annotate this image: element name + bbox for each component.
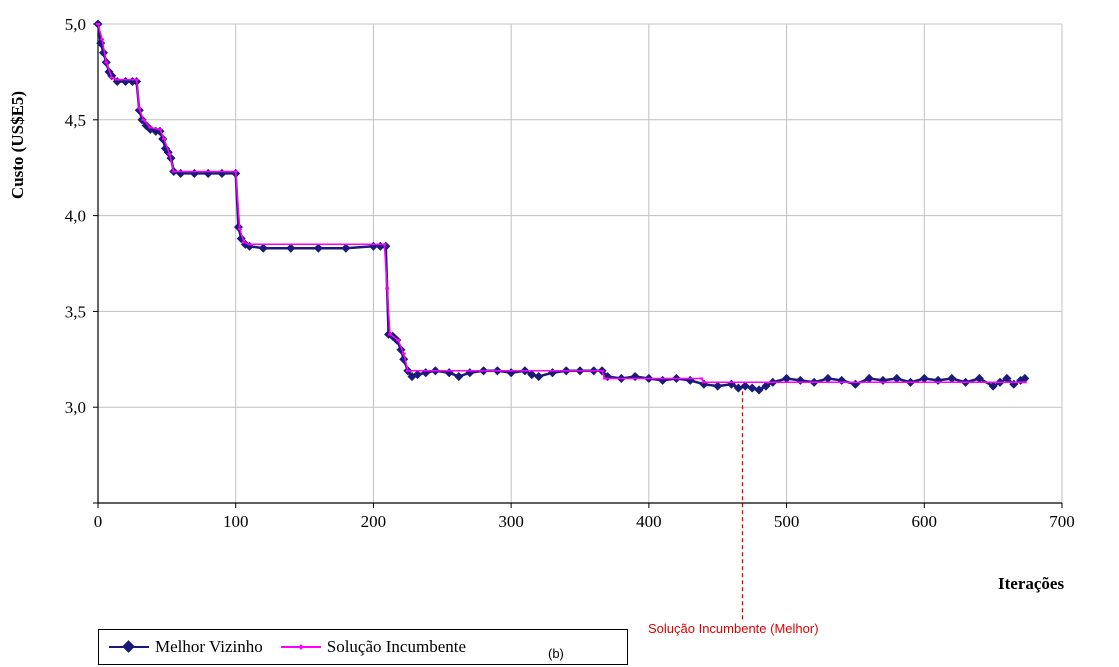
data-point-melhor-vizinho bbox=[547, 368, 557, 378]
data-point-solucao-incumbente bbox=[602, 377, 607, 380]
data-point-melhor-vizinho bbox=[444, 368, 454, 378]
data-point-melhor-vizinho bbox=[534, 372, 544, 382]
data-point-solucao-incumbente bbox=[167, 153, 172, 156]
data-point-melhor-vizinho bbox=[189, 168, 199, 178]
data-point-solucao-incumbente bbox=[137, 107, 142, 110]
data-point-solucao-incumbente bbox=[247, 243, 252, 246]
y-tick-label: 5,0 bbox=[65, 15, 86, 34]
data-point-melhor-vizinho bbox=[974, 373, 984, 383]
data-point-solucao-incumbente bbox=[104, 61, 109, 64]
x-tick-label: 500 bbox=[774, 512, 800, 531]
figure-caption: (b) bbox=[548, 646, 564, 661]
x-tick-label: 600 bbox=[912, 512, 938, 531]
data-point-solucao-incumbente bbox=[162, 137, 167, 140]
series-line-solucao-incumbente bbox=[97, 23, 1025, 384]
y-tick-label: 4,0 bbox=[65, 207, 86, 226]
data-point-melhor-vizinho bbox=[919, 373, 929, 383]
data-point-solucao-incumbente bbox=[96, 23, 100, 25]
data-point-melhor-vizinho bbox=[506, 368, 516, 378]
data-point-melhor-vizinho bbox=[217, 168, 227, 178]
series-line-melhor-vizinho bbox=[96, 23, 1026, 392]
data-point-solucao-incumbente bbox=[385, 287, 390, 290]
x-tick-label: 100 bbox=[223, 512, 249, 531]
data-point-solucao-incumbente bbox=[237, 228, 242, 231]
data-point-solucao-incumbente bbox=[134, 78, 139, 81]
data-point-melhor-vizinho bbox=[747, 383, 757, 393]
data-point-melhor-vizinho bbox=[630, 372, 640, 382]
data-point-solucao-incumbente bbox=[233, 170, 238, 173]
data-point-melhor-vizinho bbox=[850, 379, 860, 389]
data-point-solucao-incumbente bbox=[1022, 381, 1027, 384]
data-point-melhor-vizinho bbox=[823, 373, 833, 383]
legend-label-solucao-incumbente: Solução Incumbente bbox=[326, 637, 467, 656]
data-point-melhor-vizinho bbox=[421, 368, 431, 378]
data-point-melhor-vizinho bbox=[761, 381, 771, 391]
y-tick-label: 4,5 bbox=[65, 111, 86, 130]
data-point-melhor-vizinho bbox=[699, 379, 709, 389]
tick-labels: 0 100 200 300 400 500 600 700 3,0 3,5 4,0 4,5 5,0 bbox=[65, 15, 1075, 531]
data-point-solucao-incumbente bbox=[171, 170, 176, 173]
data-point-melhor-vizinho bbox=[1020, 373, 1030, 383]
data-point-melhor-vizinho bbox=[713, 381, 723, 391]
data-point-melhor-vizinho bbox=[795, 375, 805, 385]
data-point-melhor-vizinho bbox=[864, 373, 874, 383]
data-point-solucao-incumbente bbox=[141, 118, 146, 121]
data-point-solucao-incumbente bbox=[115, 78, 120, 81]
legend: Melhor Vizinho Solução Incumbente bbox=[98, 629, 628, 665]
legend-swatch-solucao-incumbente bbox=[280, 640, 321, 654]
series-layer bbox=[93, 19, 1030, 395]
y-tick-label: 3,0 bbox=[65, 398, 86, 417]
data-point-solucao-incumbente bbox=[699, 377, 704, 380]
x-tick-label: 700 bbox=[1049, 512, 1075, 531]
y-axis-title: Custo (US$E5) bbox=[8, 91, 27, 199]
x-tick-label: 0 bbox=[94, 512, 103, 531]
data-point-melhor-vizinho bbox=[933, 375, 943, 385]
data-point-melhor-vizinho bbox=[381, 241, 391, 251]
data-point-solucao-incumbente bbox=[405, 369, 410, 372]
x-tick-label: 400 bbox=[636, 512, 662, 531]
data-point-melhor-vizinho bbox=[837, 375, 847, 385]
data-point-solucao-incumbente bbox=[100, 38, 105, 41]
data-point-melhor-vizinho bbox=[98, 48, 109, 58]
data-point-melhor-vizinho bbox=[527, 370, 537, 380]
legend-item-melhor-vizinho: Melhor Vizinho bbox=[109, 637, 263, 657]
data-point-solucao-incumbente bbox=[148, 126, 153, 129]
data-point-melhor-vizinho bbox=[782, 373, 792, 383]
data-point-melhor-vizinho bbox=[754, 385, 764, 395]
legend-item-solucao-incumbente: Solução Incumbente bbox=[280, 637, 467, 657]
data-point-melhor-vizinho bbox=[658, 375, 668, 385]
data-point-solucao-incumbente bbox=[396, 339, 401, 342]
data-point-melhor-vizinho bbox=[947, 373, 957, 383]
data-point-solucao-incumbente bbox=[109, 76, 114, 79]
legend-label-melhor-vizinho: Melhor Vizinho bbox=[155, 637, 263, 656]
data-point-solucao-incumbente bbox=[401, 352, 406, 355]
data-point-melhor-vizinho bbox=[1002, 373, 1012, 383]
legend-swatch-melhor-vizinho bbox=[109, 640, 149, 654]
data-point-solucao-incumbente bbox=[600, 369, 605, 372]
data-point-melhor-vizinho bbox=[988, 381, 998, 391]
axes bbox=[93, 23, 1063, 508]
data-point-solucao-incumbente bbox=[241, 241, 246, 244]
data-point-melhor-vizinho bbox=[454, 372, 464, 382]
data-point-melhor-vizinho bbox=[878, 375, 888, 385]
gridlines bbox=[98, 23, 1063, 503]
data-point-melhor-vizinho bbox=[286, 243, 296, 253]
x-axis-title: Iterações bbox=[998, 574, 1065, 593]
data-point-melhor-vizinho bbox=[465, 368, 475, 378]
data-point-melhor-vizinho bbox=[203, 168, 213, 178]
y-tick-label: 3,5 bbox=[65, 302, 86, 321]
data-point-solucao-incumbente bbox=[387, 333, 392, 336]
data-point-melhor-vizinho bbox=[176, 168, 186, 178]
x-tick-label: 300 bbox=[498, 512, 524, 531]
data-point-melhor-vizinho bbox=[685, 375, 695, 385]
data-point-solucao-incumbente bbox=[382, 243, 387, 246]
data-point-solucao-incumbente bbox=[157, 128, 162, 131]
annotation-label: Solução Incumbente (Melhor) bbox=[648, 621, 819, 636]
x-tick-label: 200 bbox=[361, 512, 387, 531]
data-point-solucao-incumbente bbox=[701, 381, 706, 384]
data-point-melhor-vizinho bbox=[740, 381, 750, 391]
data-point-melhor-vizinho bbox=[733, 383, 743, 393]
data-point-melhor-vizinho bbox=[892, 373, 902, 383]
